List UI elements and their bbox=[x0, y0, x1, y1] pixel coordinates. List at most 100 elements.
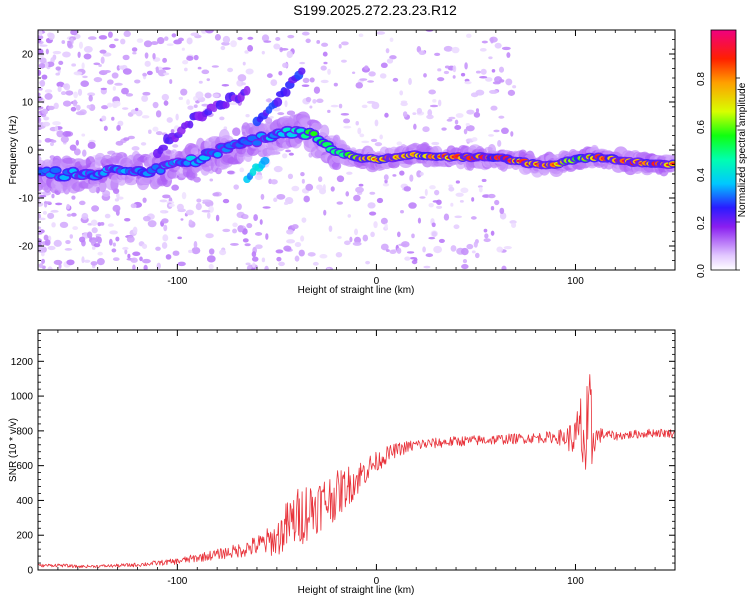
spectrogram-noise-speck bbox=[301, 84, 310, 88]
spectrogram-noise-speck bbox=[186, 99, 190, 106]
spectrogram-noise-speck bbox=[303, 195, 310, 203]
spectrogram-noise-speck bbox=[134, 79, 141, 84]
spectrogram-noise-speck bbox=[471, 197, 475, 202]
spectrogram-noise-speck bbox=[261, 257, 266, 263]
spectrogram-noise-speck bbox=[131, 47, 138, 52]
spectrogram-noise-speck bbox=[380, 243, 389, 251]
spectrogram-noise-speck bbox=[323, 209, 327, 216]
spectrogram-noise-speck bbox=[114, 198, 120, 202]
spectrogram-noise-speck bbox=[242, 61, 246, 66]
spectrogram-noise-speck bbox=[480, 68, 487, 75]
spectrogram-noise-speck bbox=[318, 176, 323, 183]
spectrogram-noise-speck bbox=[455, 192, 464, 197]
spectrogram-core-inner bbox=[310, 131, 318, 137]
spectrogram-noise-speck bbox=[75, 104, 81, 111]
spectrogram-noise-speck bbox=[83, 259, 91, 263]
spectrogram-noise-speck bbox=[60, 91, 67, 96]
spectrogram-noise-speck bbox=[333, 82, 338, 87]
spectrogram-noise-speck bbox=[437, 77, 445, 82]
spectrogram-noise-speck bbox=[227, 67, 234, 73]
spectrogram-noise-speck bbox=[106, 102, 113, 108]
spectrogram-noise-speck bbox=[428, 202, 434, 208]
spectrogram-noise-speck bbox=[501, 265, 507, 270]
spectrogram-noise-speck bbox=[409, 174, 414, 182]
spectrogram-noise-speck bbox=[52, 121, 61, 126]
spectrogram-noise-speck bbox=[162, 194, 171, 199]
spectrogram-noise-speck bbox=[104, 213, 111, 219]
spectrogram-noise-speck bbox=[402, 111, 408, 118]
spectrogram-noise-speck bbox=[511, 222, 517, 228]
spectrogram-noise-speck bbox=[166, 43, 174, 46]
spectrogram-noise-speck bbox=[353, 194, 361, 202]
spectrogram-x-tick-label: 0 bbox=[374, 276, 380, 287]
spectrogram-noise-speck bbox=[176, 203, 184, 211]
spectrogram-noise-speck bbox=[186, 37, 193, 45]
spectrogram-noise-speck bbox=[188, 249, 193, 254]
spectrogram-noise-speck bbox=[51, 222, 56, 228]
spectrogram-noise-speck bbox=[134, 107, 139, 112]
spectrogram-branch-blob bbox=[187, 120, 194, 129]
spectrogram-noise-speck bbox=[38, 87, 43, 91]
spectrogram-noise-speck bbox=[374, 119, 379, 127]
spectrogram-noise-speck bbox=[47, 266, 53, 270]
spectrogram-noise-speck bbox=[245, 68, 254, 75]
spectrogram-noise-speck bbox=[471, 250, 476, 254]
spectrogram-noise-speck bbox=[80, 80, 90, 88]
spectrogram-noise-speck bbox=[499, 79, 505, 83]
spectrogram-noise-speck bbox=[260, 193, 265, 200]
spectrogram-y-axis-label: Frequency (Hz) bbox=[8, 116, 19, 185]
spectrogram-noise-speck bbox=[195, 91, 204, 99]
spectrogram-noise-speck bbox=[103, 125, 108, 131]
spectrogram-noise-speck bbox=[45, 48, 49, 55]
spectrogram-noise-speck bbox=[232, 228, 238, 234]
spectrogram-noise-speck bbox=[208, 248, 215, 255]
spectrogram-noise-speck bbox=[112, 257, 120, 262]
spectrogram-noise-speck bbox=[426, 114, 434, 120]
spectrogram-noise-speck bbox=[497, 139, 502, 147]
spectrogram-noise-speck bbox=[165, 254, 172, 260]
spectrogram-noise-speck bbox=[209, 178, 214, 182]
spectrogram-noise-speck bbox=[38, 139, 42, 143]
spectrogram-image bbox=[38, 30, 675, 270]
spectrogram-noise-speck bbox=[142, 215, 151, 222]
spectrogram-noise-speck bbox=[193, 240, 198, 249]
spectrogram-noise-speck bbox=[60, 135, 69, 143]
spectrogram-noise-speck bbox=[506, 52, 511, 58]
spectrogram-noise-speck bbox=[453, 224, 460, 230]
spectrogram-noise-speck bbox=[475, 89, 485, 96]
spectrogram-noise-speck bbox=[245, 113, 250, 118]
spectrogram-noise-speck bbox=[206, 211, 211, 219]
spectrogram-noise-speck bbox=[111, 72, 119, 79]
spectrogram-noise-speck bbox=[443, 45, 453, 52]
spectrogram-noise-speck bbox=[62, 130, 72, 137]
spectrogram-noise-speck bbox=[382, 182, 389, 187]
spectrogram-noise-speck bbox=[101, 115, 107, 122]
spectrogram-noise-speck bbox=[130, 203, 137, 209]
spectrogram-noise-speck bbox=[488, 134, 494, 137]
spectrogram-noise-speck bbox=[38, 226, 42, 230]
spectrogram-noise-speck bbox=[428, 236, 436, 240]
spectrogram-noise-speck bbox=[419, 196, 426, 199]
colorbar-tick-label: 0.4 bbox=[696, 168, 707, 182]
spectrogram-noise-speck bbox=[193, 176, 201, 183]
spectrogram-noise-speck bbox=[494, 42, 502, 49]
spectrogram-noise-speck bbox=[38, 116, 42, 124]
spectrogram-noise-speck bbox=[412, 112, 417, 116]
spectrogram-noise-speck bbox=[478, 186, 483, 193]
spectrogram-noise-speck bbox=[246, 222, 253, 229]
spectrogram-y-tick-label: 10 bbox=[22, 98, 34, 109]
colorbar-tick-label: 0.6 bbox=[696, 120, 707, 134]
snr-y-tick-label: 0 bbox=[27, 566, 33, 577]
spectrogram-noise-speck bbox=[162, 67, 171, 70]
colorbar-tick-label: 0.8 bbox=[696, 72, 707, 86]
spectrogram-noise-speck bbox=[169, 79, 173, 84]
spectrogram-noise-speck bbox=[355, 121, 359, 126]
spectrogram-noise-speck bbox=[39, 57, 47, 64]
spectrogram-noise-speck bbox=[44, 239, 51, 246]
spectrogram-noise-speck bbox=[466, 33, 472, 38]
spectrogram-noise-speck bbox=[205, 30, 214, 34]
spectrogram-branch-blob bbox=[222, 101, 230, 109]
spectrogram-noise-speck bbox=[338, 43, 342, 49]
spectrogram-noise-speck bbox=[438, 238, 445, 243]
